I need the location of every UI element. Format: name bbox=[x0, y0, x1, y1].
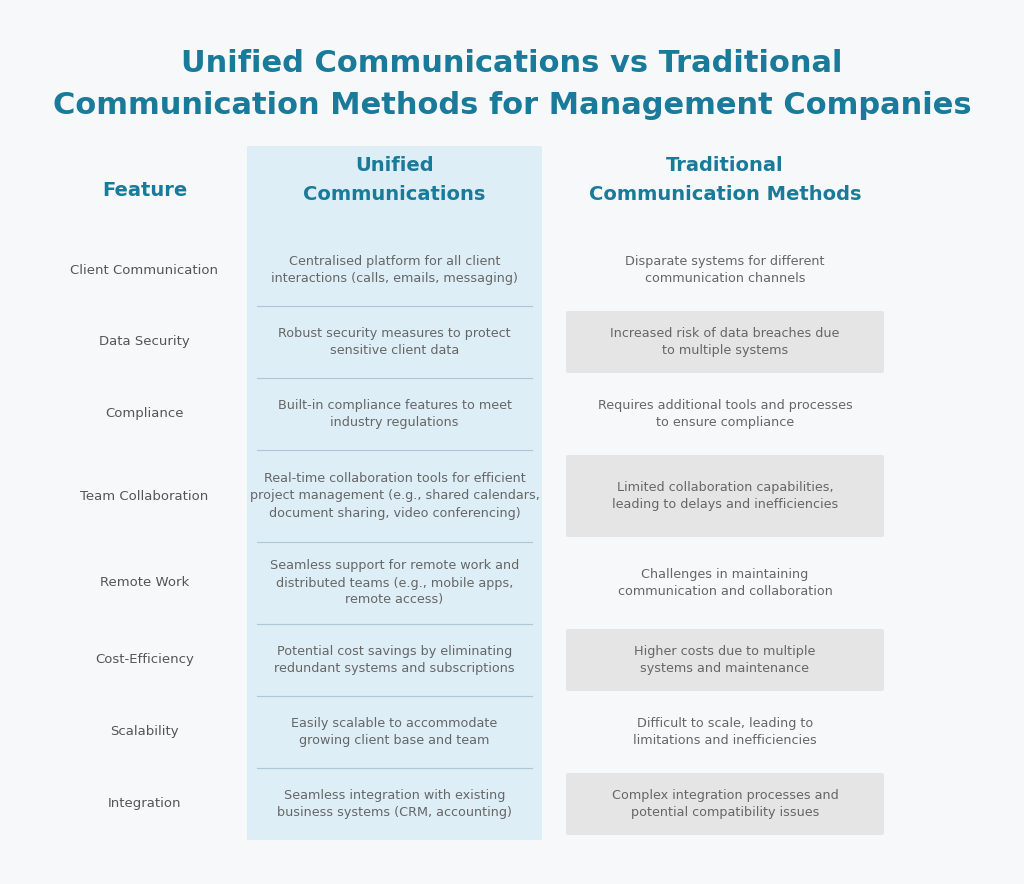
Text: Communication Methods for Management Companies: Communication Methods for Management Com… bbox=[52, 92, 972, 120]
FancyBboxPatch shape bbox=[566, 311, 884, 373]
Text: Complex integration processes and
potential compatibility issues: Complex integration processes and potent… bbox=[611, 789, 839, 819]
Text: Built-in compliance features to meet
industry regulations: Built-in compliance features to meet ind… bbox=[278, 399, 512, 429]
Text: Potential cost savings by eliminating
redundant systems and subscriptions: Potential cost savings by eliminating re… bbox=[274, 645, 515, 675]
Text: Integration: Integration bbox=[108, 797, 181, 811]
Text: Real-time collaboration tools for efficient
project management (e.g., shared cal: Real-time collaboration tools for effici… bbox=[250, 473, 540, 520]
Text: Remote Work: Remote Work bbox=[100, 576, 189, 590]
FancyBboxPatch shape bbox=[247, 146, 542, 840]
Text: Client Communication: Client Communication bbox=[71, 263, 218, 277]
Text: Higher costs due to multiple
systems and maintenance: Higher costs due to multiple systems and… bbox=[634, 645, 816, 675]
Text: Team Collaboration: Team Collaboration bbox=[80, 490, 209, 502]
Text: Limited collaboration capabilities,
leading to delays and inefficiencies: Limited collaboration capabilities, lead… bbox=[612, 481, 838, 511]
FancyBboxPatch shape bbox=[566, 773, 884, 835]
FancyBboxPatch shape bbox=[566, 455, 884, 537]
Text: Difficult to scale, leading to
limitations and inefficiencies: Difficult to scale, leading to limitatio… bbox=[633, 717, 817, 747]
Text: Seamless support for remote work and
distributed teams (e.g., mobile apps,
remot: Seamless support for remote work and dis… bbox=[270, 560, 519, 606]
Text: Unified
Communications: Unified Communications bbox=[303, 156, 485, 204]
Text: Robust security measures to protect
sensitive client data: Robust security measures to protect sens… bbox=[279, 327, 511, 357]
Text: Easily scalable to accommodate
growing client base and team: Easily scalable to accommodate growing c… bbox=[292, 717, 498, 747]
Text: Requires additional tools and processes
to ensure compliance: Requires additional tools and processes … bbox=[598, 399, 852, 429]
Text: Scalability: Scalability bbox=[111, 726, 179, 738]
Text: Data Security: Data Security bbox=[99, 336, 189, 348]
Text: Disparate systems for different
communication channels: Disparate systems for different communic… bbox=[626, 255, 824, 285]
Text: Seamless integration with existing
business systems (CRM, accounting): Seamless integration with existing busin… bbox=[278, 789, 512, 819]
Text: Traditional
Communication Methods: Traditional Communication Methods bbox=[589, 156, 861, 204]
Text: Challenges in maintaining
communication and collaboration: Challenges in maintaining communication … bbox=[617, 568, 833, 598]
Text: Cost-Efficiency: Cost-Efficiency bbox=[95, 653, 194, 667]
Text: Increased risk of data breaches due
to multiple systems: Increased risk of data breaches due to m… bbox=[610, 327, 840, 357]
FancyBboxPatch shape bbox=[566, 629, 884, 691]
Text: Unified Communications vs Traditional: Unified Communications vs Traditional bbox=[181, 50, 843, 79]
Text: Feature: Feature bbox=[101, 180, 187, 200]
Text: Centralised platform for all client
interactions (calls, emails, messaging): Centralised platform for all client inte… bbox=[271, 255, 518, 285]
Text: Compliance: Compliance bbox=[105, 408, 183, 421]
